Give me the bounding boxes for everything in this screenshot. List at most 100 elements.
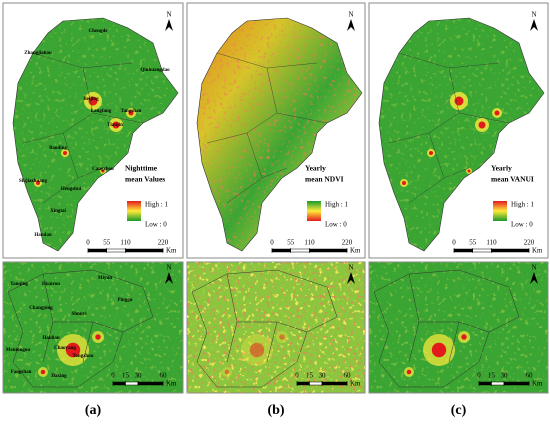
map-texture	[187, 262, 365, 393]
map-texture	[3, 262, 183, 393]
top-panel: Chengde Zhangjiakou Qinhuangdao Beijing Lang…	[2, 2, 184, 259]
scale-segment	[296, 381, 310, 386]
scale-tick-label: 110	[304, 239, 315, 247]
scale-segment	[125, 248, 164, 253]
scale-tick-label: 110	[120, 239, 131, 247]
scale-segment	[491, 248, 530, 253]
urban-core	[112, 121, 120, 129]
scale-tick-label: 110	[486, 239, 497, 247]
scale-tick-label: 220	[342, 239, 353, 247]
bottom-panel: Yanqing Huairou Miyun Pinggu Changping Shunyi…	[2, 261, 184, 394]
district-label: Pinggu	[117, 298, 132, 303]
legend-title: mean NDVI	[305, 175, 344, 184]
north-label: N	[348, 11, 353, 19]
urban-core	[224, 369, 230, 375]
scale-tick-label: 60	[344, 372, 352, 380]
district-label: Yanqing	[10, 282, 28, 287]
scale-tick-label: 0	[86, 239, 90, 247]
district-boundaries	[7, 269, 154, 388]
urban-core	[95, 334, 101, 340]
city-label: Hengshui	[61, 187, 82, 192]
north-arrow	[530, 272, 538, 284]
legend-title: mean VANUI	[491, 175, 534, 184]
scale-unit: Km	[350, 380, 361, 388]
district-boundaries	[191, 269, 338, 388]
north-label: N	[166, 264, 171, 272]
scale-tick-label: 15	[306, 372, 314, 380]
scale-tick-label: 0	[452, 239, 456, 247]
scale-tick-label: 55	[287, 239, 295, 247]
urban-core	[494, 110, 500, 116]
scale-tick-label: 220	[158, 239, 169, 247]
scale-unit: Km	[166, 380, 177, 388]
scale-segment	[290, 248, 310, 253]
district-label: Huairou	[42, 282, 60, 287]
legend-title: Nighttime	[125, 164, 158, 173]
scale-unit: Km	[350, 247, 361, 255]
legend-high: High : 1	[511, 201, 534, 209]
urban-core	[406, 369, 412, 375]
scale-tick-label: 55	[103, 239, 111, 247]
scale-tick-label: 15	[122, 372, 130, 380]
urban-core	[402, 181, 406, 185]
north-label: N	[531, 11, 536, 19]
urban-core	[101, 169, 105, 173]
district-label: Chaoyang	[54, 346, 76, 351]
district-boundaries	[373, 269, 520, 388]
scale-tick-label: 0	[295, 372, 299, 380]
top-panel: Yearly mean VANUI High : 1 Low : 0 N 0 55 110 22…	[368, 2, 549, 259]
legend-swatch	[127, 201, 141, 221]
legend-high: High : 1	[145, 201, 168, 209]
city-label: Handan	[34, 233, 51, 238]
scale-tick-label: 60	[160, 372, 168, 380]
scale-unit: Km	[532, 380, 543, 388]
city-boundaries	[388, 52, 510, 204]
legend-high: High : 1	[325, 201, 348, 209]
map-texture	[369, 262, 548, 393]
scale-segment	[472, 248, 492, 253]
city-label: Baoding	[49, 146, 67, 151]
urban-core	[461, 334, 467, 340]
city-label: Qinhuangdao	[140, 68, 170, 73]
scale-segment	[137, 381, 164, 386]
urban-core	[478, 121, 486, 129]
urban-core	[40, 369, 46, 375]
district-label: Fangshan	[11, 370, 32, 375]
urban-core	[128, 110, 134, 116]
city-label: Beijing	[83, 97, 99, 102]
scale-tick-label: 15	[488, 372, 496, 380]
district-label: Mentougou	[6, 348, 31, 353]
scale-tick-label: 0	[111, 372, 115, 380]
urban-core	[467, 169, 471, 173]
legend-title: mean Values	[125, 175, 165, 184]
north-arrow	[347, 272, 355, 284]
scale-unit: Km	[532, 247, 543, 255]
urban-core	[429, 151, 433, 155]
scale-tick-label: 220	[524, 239, 535, 247]
legend-swatch	[493, 201, 507, 221]
panel-label: (a)	[85, 403, 102, 418]
urban-core	[279, 334, 285, 340]
scale-segment	[503, 381, 530, 386]
legend-low: Low : 0	[325, 221, 347, 229]
city-label: Tianjin	[107, 123, 123, 128]
city-label: Langfang	[91, 109, 112, 114]
city-label: Zhangjiakou	[24, 51, 52, 56]
district-label: Haidian	[42, 336, 59, 341]
district-label: Shunyi	[71, 312, 87, 317]
scale-segment	[87, 248, 107, 253]
panel-label: (b)	[267, 403, 284, 418]
urban-core	[36, 181, 40, 185]
scale-segment	[271, 248, 291, 253]
scale-segment	[125, 381, 139, 386]
panel-label: (c)	[451, 403, 467, 418]
city-label: Tangshan	[121, 109, 142, 114]
legend-title: Yearly	[305, 164, 326, 173]
city-label: Shijiazhuang	[19, 179, 48, 184]
province-outline	[12, 17, 179, 252]
north-arrow	[165, 272, 173, 284]
scale-unit: Km	[166, 247, 177, 255]
scale-tick-label: 30	[319, 372, 327, 380]
